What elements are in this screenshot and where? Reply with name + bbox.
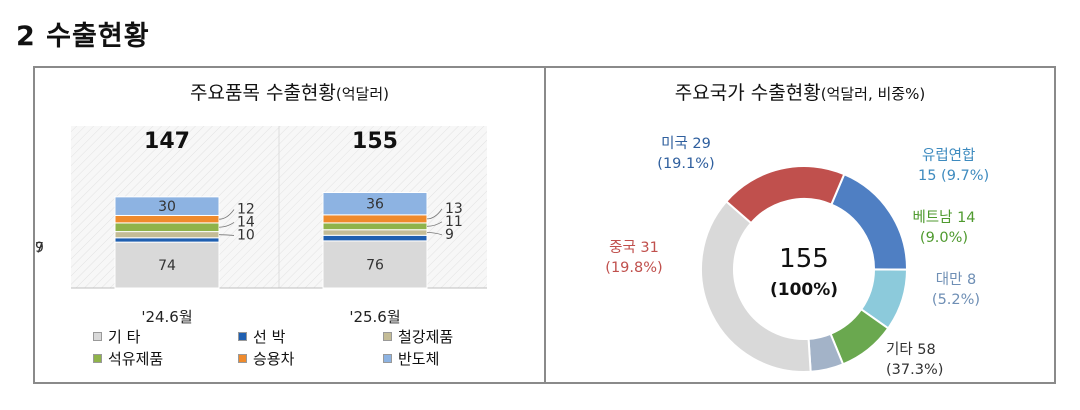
donut-chart: 미국 29 (19.1%) 유럽연합 15 (9.7%) 베트남 14 (9.0%) 대만 …: [605, 135, 989, 378]
legend-label: 승용차: [253, 350, 295, 368]
slice-label-value: 15 (9.7%): [918, 168, 989, 184]
bar-value-label: 10: [237, 227, 255, 243]
callout-line: [426, 221, 443, 227]
bar-chart-title-main: 주요품목 수출현황: [190, 82, 336, 104]
bar-segment-반도체: [114, 196, 220, 216]
legend-label: 반도체: [398, 350, 440, 368]
callout-line: [426, 208, 443, 220]
legend-swatch: [238, 332, 247, 341]
item-export-panel: 주요품목 수출현황(억달러) 147 74 30 12 14 10 7 '24.6월 155 76…: [33, 66, 546, 384]
bar-value-label: 30: [158, 199, 176, 215]
callout-line: [218, 209, 235, 220]
donut-chart-title-unit: (억달러, 비중%): [820, 85, 926, 103]
legend-item-철강제품: 철강제품: [383, 326, 453, 347]
callout-line: [218, 234, 235, 236]
slice-label-share: (37.3%): [886, 362, 943, 378]
donut-slice-미국: [830, 172, 908, 271]
bar-value-label: 36: [366, 197, 384, 213]
bar-total-label: 147: [144, 129, 190, 154]
bar-value-label: 74: [158, 258, 176, 274]
legend-label: 기 타: [108, 328, 141, 346]
bar-segment-기타: [114, 241, 220, 289]
x-tick-label: '25.6월: [349, 308, 400, 326]
bar-segment-철강제품: [322, 229, 428, 236]
slice-label-name: 유럽연합: [922, 147, 975, 164]
legend-swatch: [93, 354, 102, 363]
slice-label-name: 중국 31: [609, 240, 659, 256]
bar-value-label: 7: [35, 240, 44, 256]
page-heading: 2 수출현황: [16, 21, 150, 52]
legend-swatch: [238, 354, 247, 363]
bar-chart-title-unit: (억달러): [335, 85, 389, 103]
callout-line: [426, 232, 443, 236]
legend-label: 석유제품: [108, 350, 164, 368]
legend-item-석유제품: 석유제품: [93, 348, 163, 369]
slice-label-name: 미국 29: [661, 135, 711, 152]
slice-label-share: (5.2%): [932, 292, 980, 308]
donut-slice-기타: [700, 200, 812, 373]
bar-segment-철강제품: [114, 231, 220, 239]
legend-item-승용차: 승용차: [238, 348, 294, 369]
bar-value-label: 14: [237, 214, 255, 230]
bar-value-label: 76: [366, 257, 384, 273]
legend-item-기타: 기 타: [93, 326, 140, 347]
bar-segment-석유제품: [114, 222, 220, 233]
donut-chart-title-main: 주요국가 수출현황: [674, 82, 821, 104]
bar-value-label: 9: [35, 240, 44, 256]
x-tick-label: '24.6월: [141, 308, 192, 326]
callout-line: [218, 222, 235, 228]
legend-swatch: [383, 354, 392, 363]
bar-value-label: 12: [237, 201, 255, 217]
bar-segment-선박: [114, 237, 220, 243]
bar-value-label: 9: [445, 227, 454, 243]
slice-label-share: (19.1%): [657, 156, 714, 172]
bar-chart-title: 주요품목 수출현황(억달러): [35, 78, 544, 105]
bar-segment-선박: [322, 234, 428, 242]
bar-value-label: 11: [445, 214, 463, 230]
bar-segment-석유제품: [322, 222, 428, 231]
country-export-panel: 주요국가 수출현황(억달러, 비중%) 미국 29 (19.1%) 유럽연합 15 (…: [544, 66, 1056, 384]
bar-segment-승용차: [114, 214, 220, 224]
legend-label: 철강제품: [398, 328, 454, 346]
legend-swatch: [383, 332, 392, 341]
slice-label-name: 대만 8: [936, 271, 977, 288]
slice-label-name: 베트남 14: [912, 209, 975, 226]
donut-center-value: 155: [779, 244, 829, 274]
slice-label-share: (19.8%): [605, 260, 662, 276]
bar-segment-반도체: [322, 192, 428, 216]
bar-value-label: 13: [445, 201, 463, 217]
donut-chart-title: 주요국가 수출현황(억달러, 비중%): [546, 78, 1054, 105]
donut-center-share: (100%): [770, 280, 838, 300]
slice-label-name: 기타 58: [886, 341, 936, 358]
legend-item-선박: 선 박: [238, 326, 285, 347]
slice-label-share: (9.0%): [920, 230, 968, 246]
bar-segment-승용차: [322, 214, 428, 224]
bar-total-label: 155: [352, 129, 398, 154]
legend-swatch: [93, 332, 102, 341]
legend-label: 선 박: [253, 328, 286, 346]
legend-item-반도체: 반도체: [383, 348, 439, 369]
donut-slice-중국: [724, 165, 846, 225]
